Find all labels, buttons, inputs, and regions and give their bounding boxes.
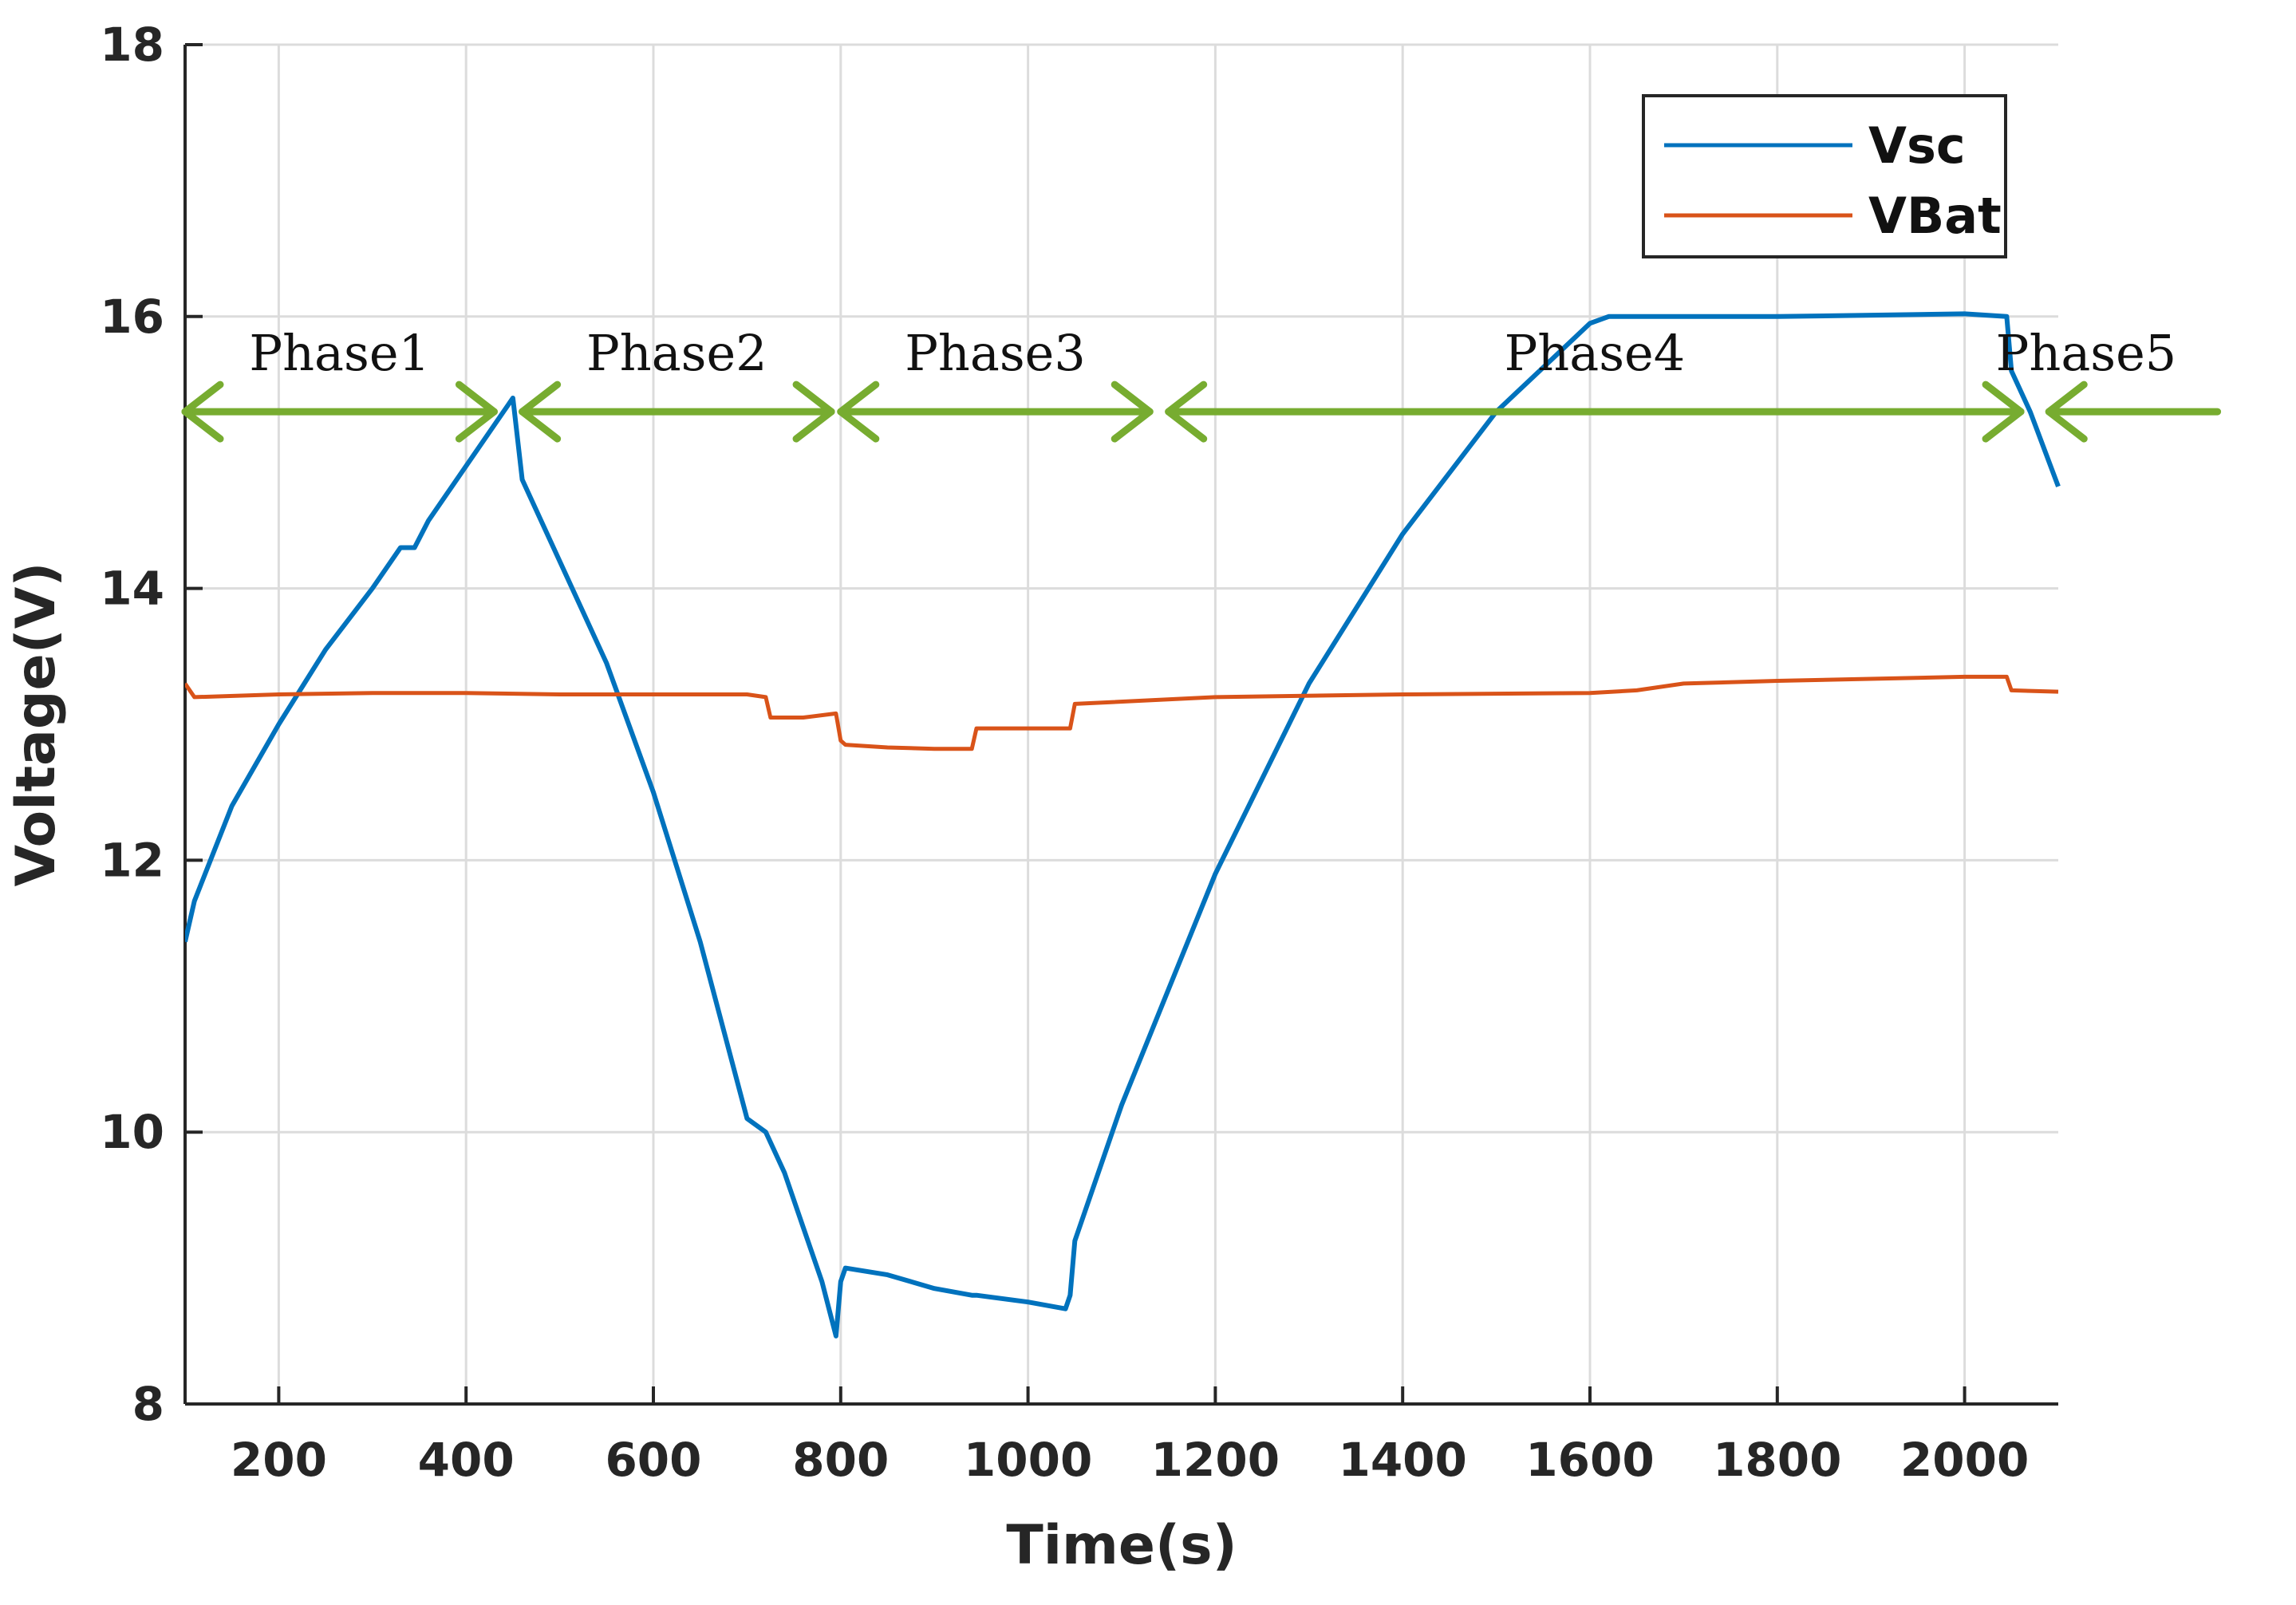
y-tick-label: 16 (100, 290, 164, 344)
arrowhead-right-phase4 (1982, 381, 2025, 443)
label-phase2: Phase2 (586, 324, 767, 382)
y-tick-label: 14 (100, 562, 164, 616)
y-ticks: 8 10 12 14 16 18 (100, 18, 203, 1431)
label-phase5: Phase5 (1996, 324, 2177, 382)
arrowhead-left-phase2 (519, 381, 562, 443)
series-line-vbat (185, 674, 2059, 751)
legend-label-vbat: VBat (1868, 187, 2002, 245)
y-tick-label: 12 (100, 833, 164, 887)
arrowhead-left-phase3 (837, 381, 880, 443)
legend-box (1642, 94, 2007, 258)
x-tick-label: 1000 (964, 1433, 1092, 1487)
x-tick-label: 200 (231, 1433, 327, 1487)
arrowhead-right-phase3 (1111, 381, 1154, 443)
arrowhead-left-phase4 (1165, 381, 1208, 443)
x-axis-label: Time(s) (1006, 1514, 1237, 1577)
legend-label-vsc: Vsc (1868, 116, 1966, 175)
arrowhead-right-phase1 (455, 381, 498, 443)
phase-annotations: Phase1 Phase2 Phase3 Phase4 Phase5 (181, 324, 2222, 443)
y-axis-label: Voltage(V) (5, 562, 68, 887)
x-tick-label: 1800 (1713, 1433, 1841, 1487)
arrowhead-right-phase2 (792, 381, 835, 443)
axes (183, 45, 2058, 1406)
x-tick-label: 400 (418, 1433, 515, 1487)
y-tick-label: 8 (132, 1377, 164, 1431)
legend: Vsc VBat (1642, 94, 2007, 258)
label-phase3: Phase3 (905, 324, 1086, 382)
label-phase1: Phase1 (249, 324, 430, 382)
x-tick-label: 800 (792, 1433, 889, 1487)
y-tick-label: 10 (100, 1105, 164, 1159)
x-tick-label: 2000 (1900, 1433, 2029, 1487)
series-line-vsc (185, 311, 2061, 1339)
x-ticks: 200 400 600 800 1000 1200 1400 1600 1800 2000 (231, 1386, 2029, 1487)
x-tick-label: 600 (605, 1433, 701, 1487)
y-tick-label: 18 (100, 18, 164, 72)
series-layer (185, 311, 2061, 1339)
x-tick-label: 1400 (1338, 1433, 1466, 1487)
x-tick-label: 1200 (1151, 1433, 1280, 1487)
label-phase4: Phase4 (1505, 324, 1686, 382)
arrowhead-left-phase1 (181, 381, 224, 443)
arrowhead-left-phase5 (2045, 381, 2088, 443)
x-tick-label: 1600 (1525, 1433, 1654, 1487)
